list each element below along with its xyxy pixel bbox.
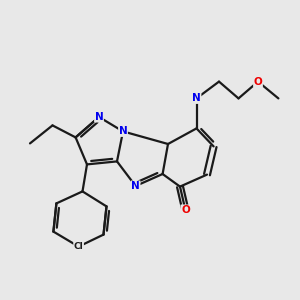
Text: O: O <box>254 76 262 87</box>
Text: Cl: Cl <box>74 242 83 251</box>
Text: N: N <box>192 93 201 103</box>
Text: O: O <box>181 205 190 215</box>
Text: N: N <box>94 112 103 122</box>
Text: N: N <box>118 126 127 136</box>
Text: N: N <box>131 181 140 191</box>
